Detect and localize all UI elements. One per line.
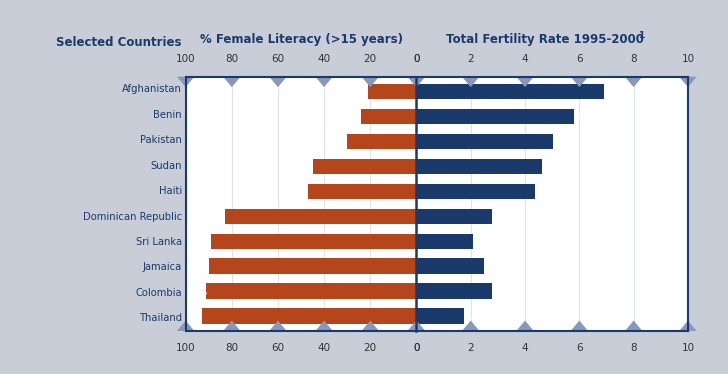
Bar — [308, 184, 416, 199]
Text: 10: 10 — [681, 343, 695, 353]
Text: 45: 45 — [300, 162, 314, 171]
Text: 40: 40 — [317, 54, 331, 64]
Bar — [416, 159, 542, 174]
Text: Haiti: Haiti — [159, 186, 182, 196]
Text: Colombia: Colombia — [135, 288, 182, 298]
Bar — [207, 283, 416, 299]
Text: Total Fertility Rate 1995-2000: Total Fertility Rate 1995-2000 — [446, 33, 644, 46]
Bar — [347, 134, 416, 149]
Text: 5.80: 5.80 — [576, 111, 600, 122]
Text: 4: 4 — [522, 343, 529, 353]
Text: Selected Countries: Selected Countries — [57, 36, 182, 49]
Text: 21: 21 — [355, 87, 369, 96]
Text: Sri Lanka: Sri Lanka — [136, 237, 182, 247]
Text: 60: 60 — [272, 54, 285, 64]
Text: 2.50: 2.50 — [486, 261, 510, 271]
Text: 20: 20 — [364, 343, 377, 353]
Text: 4.61: 4.61 — [544, 162, 568, 171]
Text: 0: 0 — [414, 54, 419, 64]
Text: 8: 8 — [630, 54, 637, 64]
Text: 6: 6 — [576, 343, 582, 353]
Text: 2: 2 — [467, 54, 474, 64]
Bar — [361, 109, 416, 124]
Text: 100: 100 — [176, 343, 195, 353]
Bar — [416, 308, 464, 324]
Bar — [209, 258, 416, 274]
Bar — [416, 258, 484, 274]
Bar — [416, 233, 473, 249]
Text: Benin: Benin — [154, 110, 182, 120]
Text: 93: 93 — [189, 311, 203, 321]
Bar — [211, 233, 416, 249]
Text: 90: 90 — [197, 261, 210, 271]
Text: Pakistan: Pakistan — [140, 135, 182, 145]
Bar — [416, 283, 492, 299]
Text: 40: 40 — [317, 343, 331, 353]
Text: 4.38: 4.38 — [537, 186, 561, 196]
Bar — [312, 159, 416, 174]
Text: 80: 80 — [225, 54, 238, 64]
Text: 2.10: 2.10 — [475, 236, 499, 246]
Text: % Female Literacy (>15 years): % Female Literacy (>15 years) — [199, 33, 403, 46]
Text: 30: 30 — [335, 137, 348, 147]
Text: 1: 1 — [638, 31, 644, 40]
Text: 2.80: 2.80 — [494, 286, 519, 296]
Text: 10: 10 — [681, 54, 695, 64]
Text: 47: 47 — [296, 186, 309, 196]
Text: Jamaica: Jamaica — [143, 263, 182, 272]
Text: 60: 60 — [272, 343, 285, 353]
Text: 80: 80 — [225, 343, 238, 353]
Text: Afghanistan: Afghanistan — [122, 85, 182, 94]
Bar — [202, 308, 416, 324]
Text: 4: 4 — [522, 54, 529, 64]
Text: 2.80: 2.80 — [494, 211, 519, 221]
Bar — [416, 84, 604, 99]
Text: Sudan: Sudan — [151, 161, 182, 171]
Text: 100: 100 — [176, 54, 195, 64]
Text: Dominican Republic: Dominican Republic — [83, 212, 182, 221]
Text: 6.90: 6.90 — [606, 87, 630, 96]
Bar — [416, 184, 535, 199]
Text: 0: 0 — [414, 54, 419, 64]
Bar — [416, 109, 574, 124]
Bar — [225, 209, 416, 224]
Text: Thailand: Thailand — [139, 313, 182, 323]
Text: 89: 89 — [199, 236, 212, 246]
Text: 83: 83 — [213, 211, 226, 221]
Text: 6: 6 — [576, 54, 582, 64]
Bar — [416, 134, 553, 149]
Text: 1.74: 1.74 — [466, 311, 490, 321]
Text: 20: 20 — [364, 54, 377, 64]
Text: 0: 0 — [414, 343, 419, 353]
Text: 8: 8 — [630, 343, 637, 353]
Text: 24: 24 — [349, 111, 363, 122]
Text: 91: 91 — [194, 286, 207, 296]
Bar — [416, 209, 492, 224]
Text: 2: 2 — [467, 343, 474, 353]
Text: 5.03: 5.03 — [555, 137, 579, 147]
Text: 0: 0 — [414, 343, 419, 353]
Bar — [368, 84, 416, 99]
